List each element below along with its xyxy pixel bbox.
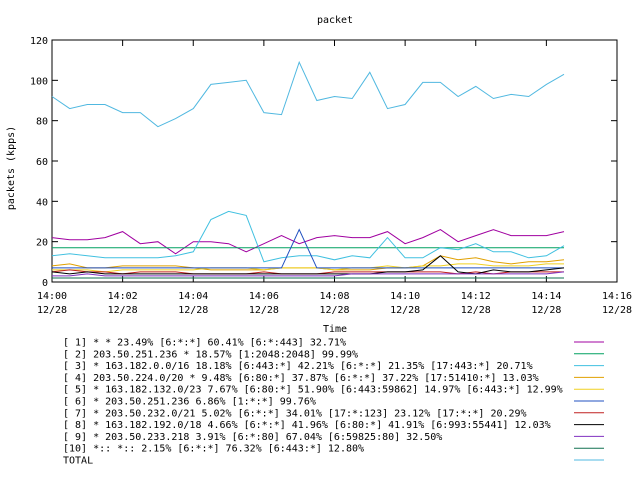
- x-tick-time-8: 14:16: [602, 291, 632, 302]
- chart-title: packet: [317, 15, 353, 26]
- series-line-7: [51, 269, 564, 275]
- legend-label-2: [ 2] 203.50.251.236 * 18.57% [1:2048:204…: [63, 349, 358, 360]
- x-tick-time-0: 14:00: [37, 291, 67, 302]
- x-tick-date-0: 12/28: [37, 305, 67, 316]
- legend-label-11: TOTAL: [63, 456, 93, 467]
- x-tick-time-3: 14:06: [249, 291, 279, 302]
- y-tick-label-4: 80: [36, 117, 48, 128]
- legend: [ 1] * * 23.49% [6:*:*] 60.41% [6:*:443]…: [63, 338, 604, 467]
- x-axis-label: Time: [323, 324, 347, 335]
- series-line-9: [52, 271, 565, 277]
- y-tick-label-0: 0: [42, 278, 48, 289]
- series-line-1: [51, 229, 565, 255]
- x-ticks: 14:00 12/28 14:02 12/28 14:04 12/28 14:06 12/28…: [37, 40, 632, 316]
- x-tick-time-2: 14:04: [178, 291, 208, 302]
- legend-label-7: [ 7] * 203.50.232.0/21 5.02% [6:*:*] 34.…: [63, 408, 527, 419]
- y-axis-label: packets (kpps): [6, 126, 17, 210]
- y-tick-label-2: 40: [36, 197, 48, 208]
- x-tick-time-1: 14:02: [108, 291, 138, 302]
- x-tick-time-4: 14:08: [319, 291, 349, 302]
- series-line-3: [51, 210, 565, 263]
- x-tick-date-2: 12/28: [178, 305, 208, 316]
- x-tick-date-5: 12/28: [390, 305, 420, 316]
- x-tick-date-3: 12/28: [249, 305, 279, 316]
- x-tick-date-7: 12/28: [531, 305, 561, 316]
- x-tick-time-6: 14:12: [461, 291, 491, 302]
- x-tick-time-7: 14:14: [531, 291, 561, 302]
- y-ticks: 0 20 40 60 80 100 120: [30, 36, 617, 289]
- legend-label-5: [ 5] * 163.182.132.0/23 7.67% [6:80:*] 5…: [63, 385, 563, 396]
- x-tick-time-5: 14:10: [390, 291, 420, 302]
- legend-label-3: [ 3] * 163.182.0.0/16 18.18% [6:443:*] 4…: [63, 361, 533, 372]
- y-tick-label-3: 60: [36, 157, 48, 168]
- plot-frame: [51, 39, 618, 283]
- series-line-5: [52, 263, 564, 273]
- series-lines: [51, 60, 565, 279]
- x-tick-date-4: 12/28: [319, 305, 349, 316]
- legend-label-6: [ 6] * 203.50.251.236 6.86% [1:*:*] 99.7…: [63, 397, 316, 408]
- x-tick-date-8: 12/28: [602, 305, 632, 316]
- y-tick-label-1: 20: [36, 238, 48, 249]
- series-line-11: [51, 60, 565, 128]
- y-tick-label-5: 100: [30, 76, 48, 87]
- x-tick-date-6: 12/28: [461, 305, 491, 316]
- legend-label-4: [ 4] 203.50.224.0/20 * 9.48% [6:80:*] 37…: [63, 373, 539, 384]
- legend-label-1: [ 1] * * 23.49% [6:*:*] 60.41% [6:*:443]…: [63, 338, 346, 349]
- legend-label-9: [ 9] * 203.50.233.218 3.91% [6:*:80] 67.…: [63, 432, 442, 443]
- series-line-8: [51, 255, 565, 275]
- y-tick-label-6: 120: [30, 36, 48, 47]
- legend-label-10: [10] *:: *:: 2.15% [6:*:*] 76.32% [6:443…: [63, 444, 364, 455]
- series-line-6: [52, 228, 564, 269]
- legend-label-8: [ 8] * 163.182.192.0/18 4.66% [6:*:*] 41…: [63, 420, 551, 431]
- x-tick-date-1: 12/28: [108, 305, 138, 316]
